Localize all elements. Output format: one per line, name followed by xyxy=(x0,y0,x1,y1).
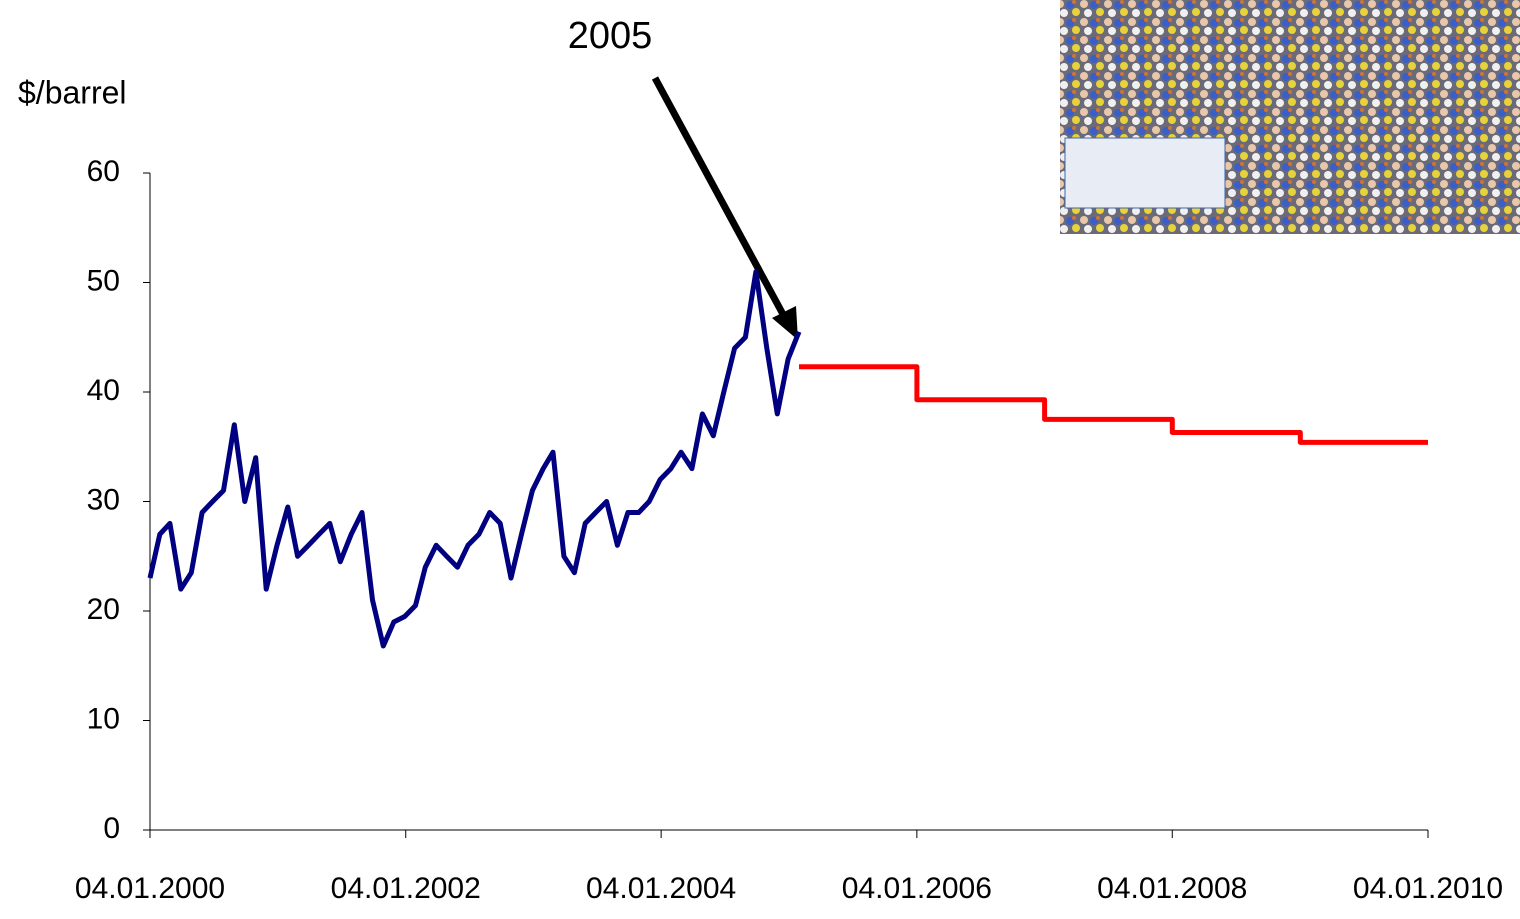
y-tick-label: 50 xyxy=(87,264,120,297)
x-tick-label: 04.01.2000 xyxy=(75,872,225,905)
series-line xyxy=(147,269,802,649)
y-tick-label: 60 xyxy=(87,155,120,188)
y-tick-label: 10 xyxy=(87,702,120,735)
photo-sign xyxy=(1064,137,1226,209)
annotation-arrow xyxy=(651,76,789,320)
x-tick-label: 04.01.2008 xyxy=(1097,872,1247,905)
annotation: 2005 xyxy=(568,15,653,57)
y-axis-label: $/barrel xyxy=(18,74,127,110)
y-tick-label: 30 xyxy=(87,483,120,516)
x-tick-label: 04.01.2004 xyxy=(586,872,736,905)
annotation-arrowhead xyxy=(772,306,798,340)
y-tick-label: 0 xyxy=(103,812,120,845)
y-tick-label: 20 xyxy=(87,593,120,626)
x-tick-label: 04.01.2002 xyxy=(331,872,481,905)
x-tick-label: 04.01.2010 xyxy=(1353,872,1503,905)
x-tick-label: 04.01.2006 xyxy=(842,872,992,905)
y-tick-label: 40 xyxy=(87,374,120,407)
series-line xyxy=(799,364,1428,445)
